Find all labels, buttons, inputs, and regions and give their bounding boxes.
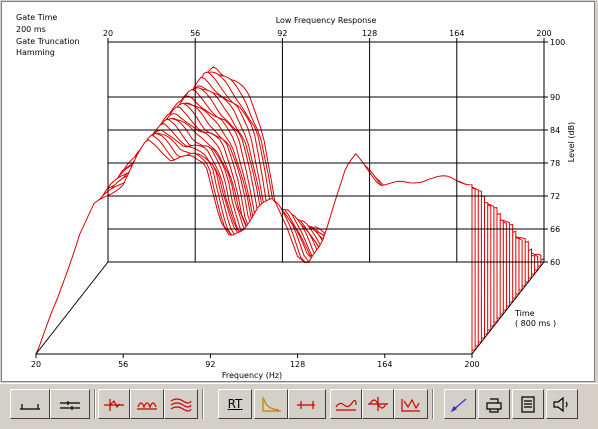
rt-label: RT xyxy=(227,397,243,411)
waterfall-mode-button[interactable] xyxy=(130,389,164,419)
chart-title: Low Frequency Response xyxy=(276,16,377,25)
level-tick-label: 90 xyxy=(550,93,560,102)
info-line: Hamming xyxy=(16,48,55,57)
top-tick-label: 128 xyxy=(362,29,377,38)
top-tick-label: 164 xyxy=(449,29,464,38)
zoom-button[interactable] xyxy=(50,389,90,419)
bottom-tick-label: 128 xyxy=(290,360,305,369)
phase-button[interactable] xyxy=(362,389,394,419)
info-line: 200 ms xyxy=(16,25,46,34)
level-tick-label: 100 xyxy=(550,38,565,47)
time-axis xyxy=(471,261,545,355)
gate-window-icon xyxy=(297,401,315,409)
document-button[interactable] xyxy=(512,389,544,419)
time-label-value: ( 800 ms ) xyxy=(515,319,556,328)
top-tick-label: 56 xyxy=(190,29,200,38)
level-tick-label: 72 xyxy=(550,192,560,201)
info-line: Gate Time xyxy=(16,13,57,22)
depth-axis xyxy=(35,261,109,355)
bottom-tick-label: 200 xyxy=(464,360,479,369)
speaker-button[interactable] xyxy=(546,389,578,419)
toolbar-separator xyxy=(432,389,434,419)
group-delay-icon xyxy=(401,398,420,412)
freq-response-icon xyxy=(335,399,357,411)
decay-button[interactable] xyxy=(254,389,288,419)
scale-bar-button[interactable] xyxy=(10,389,50,419)
top-tick-label: 200 xyxy=(536,29,551,38)
bottom-tick-label: 20 xyxy=(31,360,41,369)
gate-window-button[interactable] xyxy=(288,389,326,419)
waterfall-chart: 2020565692921281281641642002001009084787… xyxy=(16,13,576,380)
group-delay-button[interactable] xyxy=(394,389,428,419)
speaker-icon xyxy=(553,396,568,413)
info-line: Gate Truncation xyxy=(16,37,79,46)
level-tick-label: 84 xyxy=(550,126,560,135)
multi-curve-icon xyxy=(170,398,192,412)
bottom-tick-label: 164 xyxy=(377,360,392,369)
phase-icon xyxy=(368,397,388,411)
y-axis-title: Level (dB) xyxy=(567,122,576,162)
waterfall-mode-icon xyxy=(137,402,157,410)
waterfall-slice xyxy=(35,139,473,355)
toolbar-separator xyxy=(94,389,96,419)
bottom-tick-label: 92 xyxy=(205,360,215,369)
toolbar-separator xyxy=(202,389,204,419)
zoom-icon xyxy=(60,401,80,410)
impulse-button[interactable] xyxy=(98,389,130,419)
level-tick-label: 78 xyxy=(550,159,560,168)
scale-bar-icon xyxy=(20,404,40,410)
impulse-icon xyxy=(104,399,124,411)
document-icon xyxy=(521,396,535,413)
color-icon xyxy=(450,398,467,413)
freq-response-button[interactable] xyxy=(330,389,362,419)
print-button[interactable] xyxy=(478,389,510,419)
color-button[interactable] xyxy=(444,389,476,419)
top-tick-label: 92 xyxy=(277,29,287,38)
top-tick-label: 20 xyxy=(103,29,113,38)
bottom-tick-label: 56 xyxy=(118,360,128,369)
print-icon xyxy=(486,398,502,413)
time-label: Time xyxy=(514,309,535,318)
rt-button[interactable]: RT xyxy=(218,389,252,419)
plot-frame: 20 20 56 56 92 92 128 128 164 164 200 200 100 90 84 78 7… xyxy=(1,1,595,382)
decay-icon xyxy=(262,397,281,412)
level-tick-label: 66 xyxy=(550,225,560,234)
level-tick-label: 60 xyxy=(550,258,560,267)
multi-curve-button[interactable] xyxy=(164,389,198,419)
toolbar: RT xyxy=(0,383,598,429)
x-axis-title: Frequency (Hz) xyxy=(222,371,282,380)
